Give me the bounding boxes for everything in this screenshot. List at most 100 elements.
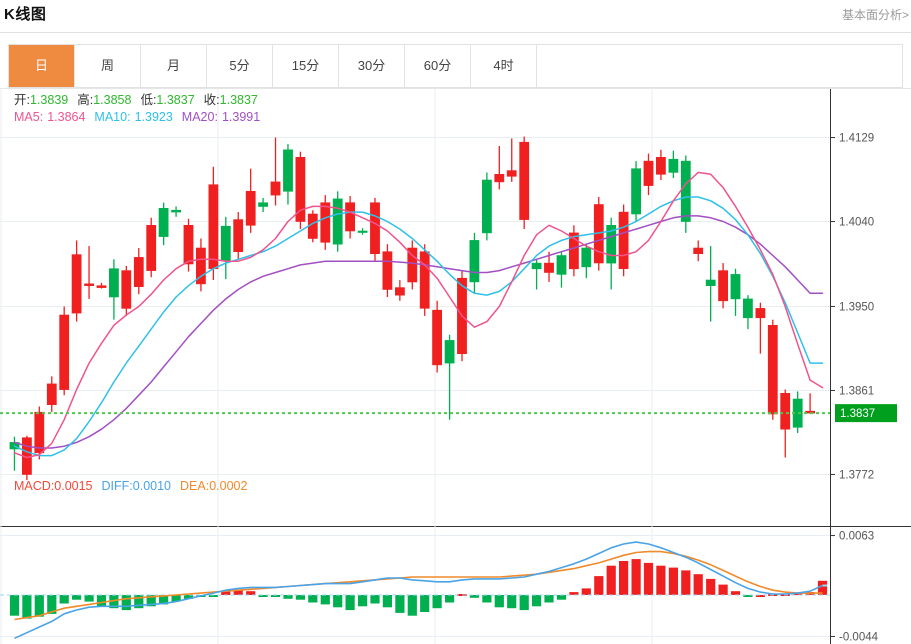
macd-bar — [407, 595, 417, 616]
candle-body — [705, 279, 716, 286]
macd-bar — [656, 565, 666, 595]
macd-bar — [308, 595, 318, 603]
candle-body — [46, 383, 57, 405]
macd-bar — [730, 591, 741, 595]
macd-bar — [693, 574, 703, 595]
macd-bar — [221, 591, 231, 595]
period-tab-2[interactable]: 月 — [141, 45, 207, 87]
macd-bar — [159, 595, 169, 605]
macd-bar — [358, 595, 368, 607]
macd-bar — [569, 592, 579, 595]
macd-bar — [420, 595, 430, 612]
macd-bar — [333, 595, 343, 608]
macd-bar — [382, 595, 392, 608]
macd-bar — [817, 580, 828, 595]
macd-bar — [482, 595, 492, 603]
macd-tick-label-0: 0.0063 — [839, 531, 874, 543]
macd-bar — [395, 595, 405, 613]
macd-bar — [233, 590, 243, 595]
macd-bar — [59, 595, 69, 604]
macd-bar — [706, 578, 716, 595]
macd-bar — [47, 595, 57, 614]
macd-bar — [72, 595, 82, 600]
macd-bar — [718, 584, 728, 595]
macd-bar — [109, 595, 119, 609]
fundamental-analysis-link[interactable]: 基本面分析> — [841, 8, 909, 22]
macd-bar — [320, 595, 330, 605]
macd-bar — [171, 595, 181, 602]
candle-body — [519, 141, 530, 220]
macd-bar — [494, 595, 504, 608]
candle-body — [283, 149, 293, 192]
candle-body — [606, 225, 617, 264]
diff-line — [14, 541, 823, 640]
macd-bar — [606, 565, 616, 595]
macd-bar — [668, 567, 678, 595]
macd-bar — [146, 595, 156, 607]
macd-bar — [270, 595, 281, 597]
candle-body — [133, 257, 144, 287]
macd-bar — [544, 595, 554, 603]
candle-body — [419, 251, 430, 309]
dea-line — [14, 550, 823, 621]
candle-body — [345, 202, 355, 232]
macd-bar — [519, 595, 529, 611]
macd-bar — [743, 595, 753, 597]
candle-body — [730, 274, 741, 300]
candle-body — [382, 251, 393, 290]
macd-histogram — [9, 559, 828, 619]
candle-body — [494, 174, 505, 183]
page-header: K线图 基本面分析> — [0, 0, 911, 33]
period-tab-0[interactable]: 日 — [9, 45, 75, 87]
kline-chart-area[interactable]: 开:1.3839 高:1.3858 低:1.3837 收:1.3837 MA5: 1.3… — [0, 88, 911, 644]
macd-tick-label-1: -0.0044 — [839, 631, 879, 643]
macd-bar — [507, 595, 517, 609]
macd-bar — [681, 570, 691, 595]
ma10-line — [13, 196, 824, 457]
macd-bar — [183, 595, 194, 599]
candle-body — [693, 247, 704, 254]
candle-body — [171, 209, 181, 213]
macd-bar — [643, 562, 654, 595]
macd-bar — [84, 595, 94, 602]
page-title: K线图 — [4, 6, 47, 23]
macd-bar — [134, 595, 144, 609]
candle-body — [370, 202, 380, 254]
macd-bar — [594, 576, 604, 595]
candle-body — [469, 240, 480, 283]
ma5-line — [13, 171, 824, 459]
candle-body — [233, 219, 244, 253]
macd-bar — [208, 595, 218, 597]
period-tab-7[interactable]: 4时 — [471, 45, 537, 87]
candle-body — [643, 160, 654, 186]
candle-body — [34, 411, 45, 454]
macd-bar — [9, 595, 20, 616]
candle-body — [183, 225, 194, 265]
macd-bar — [121, 595, 131, 611]
period-tab-6[interactable]: 60分 — [405, 45, 471, 87]
candle-body — [59, 314, 70, 390]
candle-body — [767, 325, 778, 415]
macd-bar — [34, 595, 44, 617]
candle-body — [270, 181, 281, 196]
period-tab-5[interactable]: 30分 — [339, 45, 405, 87]
period-tabbar: 日周月 5分 15分 30分 60分 4时 — [0, 44, 911, 88]
period-tab-1[interactable]: 周 — [75, 45, 141, 87]
candle-body — [506, 170, 517, 177]
candle-body — [258, 202, 268, 207]
period-tab-4[interactable]: 15分 — [273, 45, 339, 87]
candle-body — [581, 247, 592, 268]
kline-svg[interactable]: 1.4129 1.4040 1.3950 1.3861 1.3772 0.0063 -0.0… — [0, 88, 911, 644]
candle-body — [320, 202, 331, 243]
candle-body — [556, 255, 567, 275]
candle-body — [158, 208, 169, 237]
candle-body — [531, 262, 542, 270]
candle-body — [71, 254, 82, 314]
macd-bar — [370, 595, 380, 604]
candle-body — [780, 392, 791, 430]
macd-bar — [631, 559, 641, 595]
price-tick-label-1: 1.4040 — [839, 217, 874, 229]
candle-body — [631, 168, 641, 215]
period-tab-3[interactable]: 5分 — [207, 45, 273, 87]
candle-body — [245, 191, 256, 226]
